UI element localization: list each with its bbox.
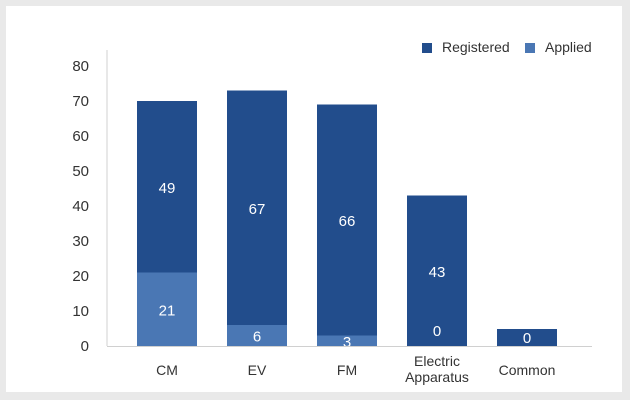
chart-card: 0 10 20 30 40 50 60 70 80 49 21 67 6 66 3 43 0 0 CM EV FM E… — [6, 6, 622, 392]
y-tick-label: 0 — [81, 338, 89, 355]
bar-group-fm: 66 3 — [317, 104, 377, 351]
x-category-label: FM — [337, 362, 357, 378]
x-category-label: CM — [156, 362, 178, 378]
x-category-label: Apparatus — [405, 369, 469, 385]
y-tick-label: 60 — [72, 128, 89, 145]
x-category-label: EV — [248, 362, 267, 378]
applied-value-label: 3 — [343, 334, 351, 351]
bar-registered — [137, 101, 197, 273]
y-tick-label: 80 — [72, 58, 89, 75]
bar-applied — [317, 335, 377, 346]
bar-registered — [407, 195, 467, 346]
bar-group-electric-apparatus: 43 0 — [407, 195, 467, 346]
bar-registered — [317, 104, 377, 336]
y-tick-label: 50 — [72, 163, 89, 180]
legend-label-registered: Registered — [442, 39, 510, 55]
y-tick-label: 10 — [72, 303, 89, 320]
y-tick-label: 20 — [72, 268, 89, 285]
bar-group-common: 0 — [497, 329, 557, 347]
legend-swatch-applied — [525, 43, 535, 53]
legend: Registered Applied — [422, 39, 592, 55]
y-axis: 0 10 20 30 40 50 60 70 80 — [72, 50, 108, 355]
bar-applied — [137, 272, 197, 346]
registered-value-label: 67 — [249, 201, 266, 218]
applied-value-label: 6 — [253, 329, 261, 346]
bar-registered — [227, 90, 287, 325]
registered-value-label: 49 — [159, 180, 176, 197]
applied-value-label: 0 — [433, 323, 441, 340]
y-tick-label: 40 — [72, 198, 89, 215]
x-category-label: Common — [499, 362, 556, 378]
y-tick-label: 30 — [72, 233, 89, 250]
registered-value-label: 66 — [339, 213, 356, 230]
registered-value-label: 0 — [523, 330, 531, 347]
applied-value-label: 21 — [159, 302, 176, 319]
legend-swatch-registered — [422, 43, 432, 53]
bar-applied — [227, 325, 287, 346]
bar-registered — [497, 329, 557, 346]
x-category-label: Electric — [414, 353, 460, 369]
bar-group-cm: 49 21 — [137, 101, 197, 346]
bar-group-ev: 67 6 — [227, 90, 287, 346]
y-tick-label: 70 — [72, 93, 89, 110]
registered-value-label: 43 — [429, 264, 446, 281]
legend-label-applied: Applied — [545, 39, 592, 55]
